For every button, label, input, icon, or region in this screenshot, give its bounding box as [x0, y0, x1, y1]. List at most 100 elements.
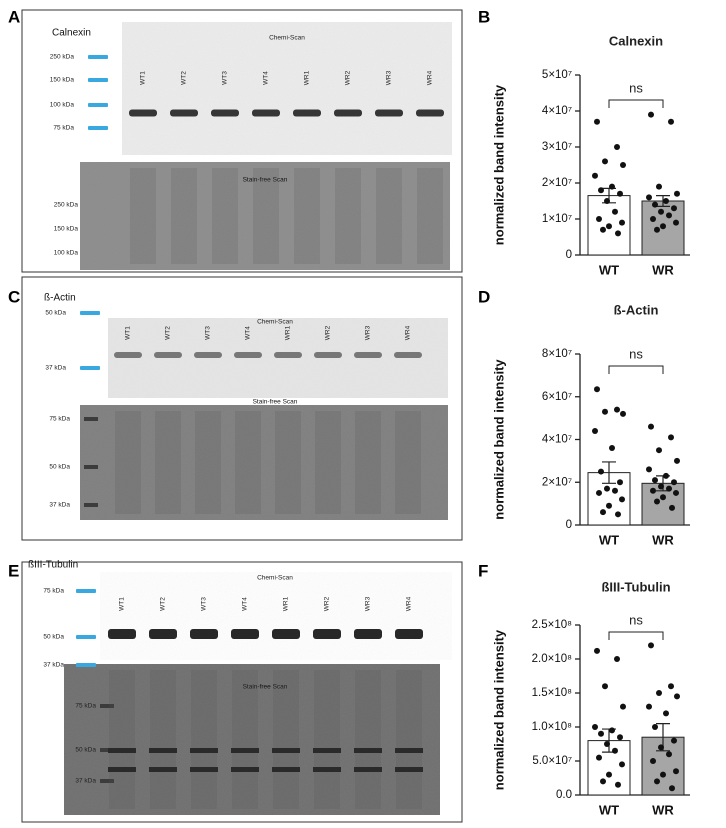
data-point — [619, 219, 625, 226]
panel-letter: B — [478, 7, 490, 26]
stain-lane-band — [231, 767, 259, 772]
y-tick-label: 5×10⁷ — [542, 69, 572, 81]
significance-label: ns — [629, 80, 643, 95]
lane-label: WT4 — [245, 326, 252, 340]
marker-label: 75 kDa — [53, 125, 74, 132]
data-point — [648, 423, 654, 430]
data-point — [654, 226, 660, 233]
stain-lane — [335, 168, 361, 264]
stain-lane-band — [354, 748, 382, 753]
data-point — [619, 496, 625, 503]
band — [334, 109, 362, 117]
stain-lane-band — [108, 748, 136, 753]
ladder-band — [88, 103, 108, 107]
data-point — [668, 683, 674, 690]
stain-noise — [80, 162, 450, 270]
lane-label: WT2 — [160, 597, 167, 611]
stain-lane-band — [354, 767, 382, 772]
data-point — [620, 162, 626, 168]
y-tick-label: 5.0×10⁷ — [532, 755, 572, 767]
stain-lane — [376, 168, 402, 264]
marker-label: 250 kDa — [54, 202, 79, 209]
stain-label: Stain-free Scan — [243, 684, 288, 691]
marker-label: 100 kDa — [50, 102, 75, 109]
panel-letter: C — [8, 287, 20, 306]
data-point — [609, 445, 615, 452]
ladder-band — [80, 311, 100, 315]
chemi-label: Chemi-Scan — [257, 575, 293, 582]
data-point — [673, 219, 679, 226]
data-point — [609, 727, 615, 734]
data-point — [673, 489, 679, 496]
stain-ladder — [100, 779, 114, 783]
data-point — [602, 408, 608, 415]
y-tick-label: 0 — [566, 249, 572, 261]
band — [394, 352, 422, 358]
data-point — [660, 494, 666, 501]
data-point — [592, 427, 598, 434]
blot-title: ß-Actin — [44, 293, 76, 304]
data-point — [656, 690, 662, 696]
data-point — [617, 479, 623, 486]
y-tick-label: 0 — [566, 519, 572, 531]
y-tick-label: 6×10⁷ — [542, 391, 572, 403]
stain-lane-band — [149, 767, 177, 772]
stain-ladder — [84, 503, 98, 507]
data-point — [598, 468, 604, 475]
y-tick-label: 4×10⁷ — [542, 105, 572, 117]
blot-title: ßIII-Tubulin — [28, 560, 78, 571]
data-point — [648, 111, 654, 118]
data-point — [606, 223, 612, 230]
stain-lane — [191, 670, 217, 809]
stain-lane-band — [149, 748, 177, 753]
data-point — [600, 509, 606, 516]
data-point — [650, 758, 656, 764]
chart-title: Calnexin — [609, 33, 663, 48]
marker-label: 75 kDa — [75, 703, 96, 710]
lane-label: WT1 — [140, 71, 147, 85]
stain-lane — [355, 670, 381, 809]
band — [354, 629, 382, 639]
data-point — [666, 485, 672, 492]
data-point — [604, 198, 610, 204]
data-point — [663, 710, 669, 717]
data-point — [614, 144, 620, 150]
data-point — [671, 479, 677, 486]
lane-label: WR3 — [365, 325, 372, 340]
ladder-band — [76, 635, 96, 639]
x-tick-label: WT — [599, 802, 619, 817]
stain-lane — [396, 670, 422, 809]
lane-label: WT3 — [205, 326, 212, 340]
stain-lane — [355, 411, 381, 514]
lane-label: WT3 — [201, 597, 208, 611]
band — [395, 629, 423, 639]
data-point — [600, 778, 606, 785]
lane-label: WR1 — [304, 70, 311, 85]
data-point — [654, 778, 660, 785]
significance-bracket — [608, 365, 664, 374]
lane-label: WT1 — [119, 597, 126, 611]
lane-label: WR4 — [405, 325, 412, 340]
data-point — [674, 693, 680, 700]
data-point — [656, 447, 662, 454]
stain-lane-band — [190, 767, 218, 772]
ladder-band — [76, 663, 96, 667]
data-point — [673, 768, 679, 775]
band — [314, 352, 342, 358]
data-point — [615, 781, 621, 788]
marker-label: 100 kDa — [54, 250, 79, 257]
y-tick-label: 2.5×10⁸ — [532, 619, 572, 631]
marker-label: 75 kDa — [49, 416, 70, 423]
y-axis-label: normalized band intensity — [491, 359, 506, 520]
stain-lane-band — [272, 767, 300, 772]
significance-bracket — [608, 631, 664, 640]
band — [231, 629, 259, 639]
data-point — [612, 747, 618, 754]
marker-label: 250 kDa — [50, 54, 75, 61]
significance-bracket — [608, 99, 664, 108]
y-tick-label: 8×10⁷ — [542, 348, 572, 360]
marker-label: 37 kDa — [49, 502, 70, 509]
marker-label: 50 kDa — [43, 634, 64, 641]
data-point — [606, 771, 612, 778]
data-point — [669, 504, 675, 511]
